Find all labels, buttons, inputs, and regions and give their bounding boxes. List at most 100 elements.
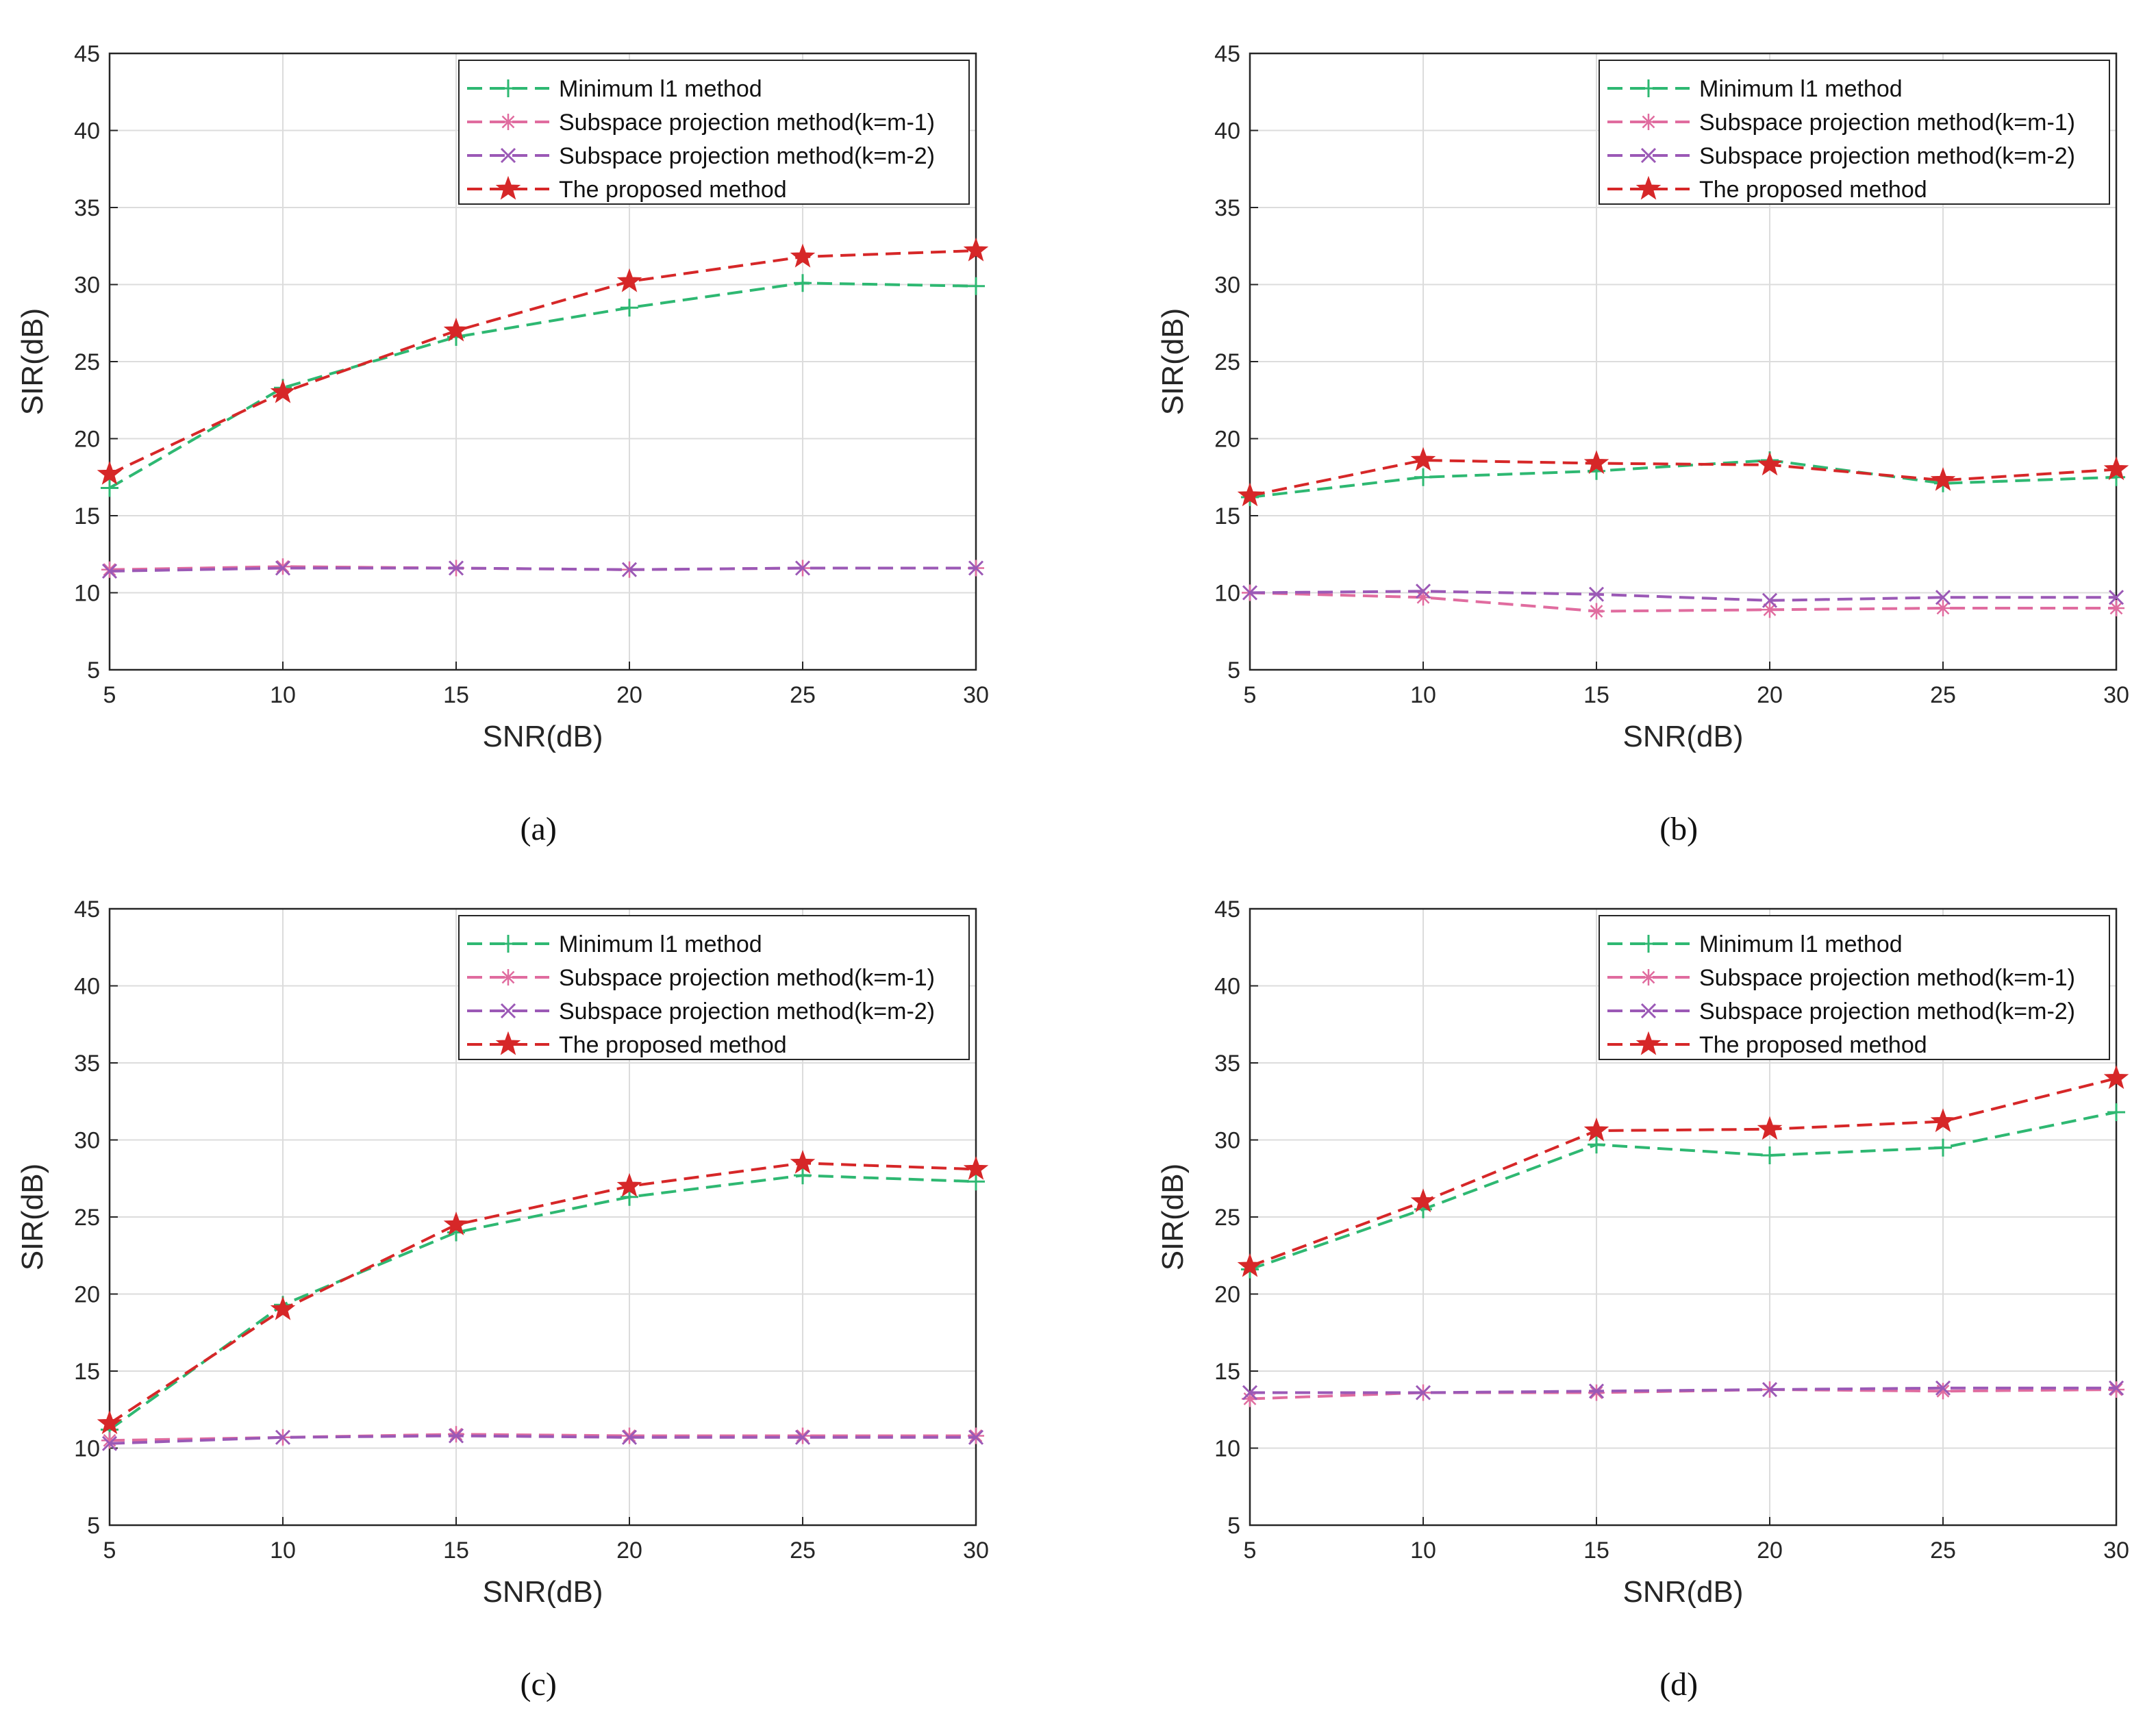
series-line-2 bbox=[1250, 1386, 2116, 1394]
data-point-s2-0 bbox=[1242, 1385, 1258, 1401]
data-point-s3-4 bbox=[790, 1150, 816, 1174]
data-point-s0-1 bbox=[1414, 468, 1432, 486]
data-point-s1-4 bbox=[1935, 1383, 1951, 1400]
legend-label-0: Minimum l1 method bbox=[559, 76, 762, 102]
data-point-s2-1 bbox=[275, 560, 291, 576]
x-axis-label: SNR(dB) bbox=[482, 1575, 603, 1609]
legend: Minimum l1 method Subspace projection met… bbox=[1599, 60, 2110, 205]
legend-label-1: Subspace projection method(k=m-1) bbox=[559, 965, 935, 991]
y-tick-label: 35 bbox=[1214, 1051, 1240, 1077]
data-point-s0-3 bbox=[621, 299, 638, 317]
y-tick-label: 40 bbox=[1214, 118, 1240, 145]
legend-label-1: Subspace projection method(k=m-1) bbox=[559, 110, 935, 136]
legend-box bbox=[458, 60, 970, 205]
y-tick-label: 45 bbox=[1214, 896, 1240, 923]
data-point-s3-1 bbox=[270, 1296, 296, 1320]
x-tick-label: 20 bbox=[1757, 682, 1783, 708]
panel-caption: (a) bbox=[521, 811, 557, 847]
x-tick-label: 5 bbox=[103, 1538, 116, 1564]
x-tick-label: 25 bbox=[790, 682, 816, 708]
legend: Minimum l1 method Subspace projection met… bbox=[458, 60, 970, 205]
data-point-s0-5 bbox=[967, 277, 985, 295]
series-line-3 bbox=[109, 249, 977, 476]
series-line-0 bbox=[108, 281, 977, 490]
data-point-s2-4 bbox=[1935, 590, 1951, 605]
legend-marker-3 bbox=[1635, 1031, 1662, 1055]
data-point-s3-2 bbox=[1583, 450, 1609, 475]
data-point-s1-0 bbox=[1242, 1390, 1258, 1407]
legend-label-2: Subspace projection method(k=m-2) bbox=[559, 999, 935, 1025]
series-line-2 bbox=[109, 566, 976, 573]
series-line-2 bbox=[109, 1434, 976, 1445]
data-point-s3-2 bbox=[443, 317, 469, 342]
data-point-s3-0 bbox=[97, 461, 123, 485]
data-point-s2-5 bbox=[968, 560, 984, 576]
data-point-s1-5 bbox=[2108, 600, 2124, 616]
x-tick-label: 30 bbox=[2103, 1538, 2129, 1564]
legend-label-2: Subspace projection method(k=m-2) bbox=[1699, 999, 2075, 1025]
y-tick-label: 30 bbox=[74, 1128, 100, 1154]
data-point-s2-4 bbox=[794, 560, 811, 576]
legend-label-3: The proposed method bbox=[559, 1032, 787, 1058]
axes-frame bbox=[108, 907, 977, 1527]
data-point-s3-1 bbox=[1410, 1188, 1436, 1213]
y-tick-label: 20 bbox=[74, 427, 100, 453]
data-point-s3-3 bbox=[1757, 451, 1783, 476]
y-tick-label: 35 bbox=[74, 1051, 100, 1077]
legend-box bbox=[1599, 915, 2110, 1060]
data-point-s3-2 bbox=[1583, 1117, 1609, 1142]
chart-panel-d: 5 10 15 20 25 30 5 10 15 20 25 30 35 40 45 SNR(dB) SIR(d… bbox=[1156, 896, 2129, 1703]
panel-caption: (c) bbox=[521, 1666, 557, 1703]
x-tick-label: 30 bbox=[2103, 682, 2129, 708]
x-tick-label: 15 bbox=[1583, 682, 1609, 708]
legend-marker-3 bbox=[1635, 175, 1662, 200]
y-tick-label: 40 bbox=[74, 118, 100, 145]
legend-label-2: Subspace projection method(k=m-2) bbox=[559, 143, 935, 169]
x-tick-label: 10 bbox=[270, 1538, 296, 1564]
data-point-s0-0 bbox=[101, 479, 118, 497]
y-tick-label: 25 bbox=[1214, 349, 1240, 375]
x-tick-label: 30 bbox=[963, 682, 989, 708]
y-tick-label: 20 bbox=[74, 1282, 100, 1308]
axes-frame bbox=[1249, 52, 2118, 671]
data-point-s3-3 bbox=[616, 268, 642, 292]
axes-frame bbox=[1249, 907, 2118, 1527]
legend-marker-1 bbox=[1640, 114, 1657, 130]
data-point-s3-0 bbox=[1237, 482, 1263, 507]
x-axis-label: SNR(dB) bbox=[1622, 720, 1743, 753]
legend-marker-0 bbox=[499, 935, 517, 953]
x-tick-label: 10 bbox=[1410, 682, 1436, 708]
y-tick-label: 25 bbox=[1214, 1205, 1240, 1231]
data-point-s3-0 bbox=[97, 1410, 123, 1435]
data-point-s2-4 bbox=[794, 1429, 811, 1445]
data-point-s1-4 bbox=[1935, 600, 1951, 616]
y-tick-label: 45 bbox=[74, 41, 100, 67]
series-line-3 bbox=[1249, 458, 2117, 497]
data-point-s2-0 bbox=[1242, 585, 1258, 601]
legend-marker-2 bbox=[1640, 147, 1657, 164]
y-tick-label: 15 bbox=[74, 1359, 100, 1385]
x-tick-label: 20 bbox=[1757, 1538, 1783, 1564]
y-tick-label: 10 bbox=[74, 581, 100, 607]
data-point-s3-1 bbox=[270, 379, 296, 403]
y-tick-label: 35 bbox=[74, 195, 100, 221]
data-point-s3-3 bbox=[616, 1172, 642, 1197]
data-point-s1-2 bbox=[448, 1426, 464, 1443]
data-point-s3-4 bbox=[1930, 1108, 1956, 1133]
data-point-s0-4 bbox=[794, 1166, 812, 1185]
data-point-s3-5 bbox=[963, 1156, 989, 1180]
data-point-s0-2 bbox=[1588, 1135, 1605, 1154]
panel-caption: (b) bbox=[1659, 811, 1698, 847]
panel-caption: (d) bbox=[1659, 1666, 1698, 1703]
data-point-s3-5 bbox=[2103, 1065, 2129, 1090]
data-point-s2-3 bbox=[621, 1429, 638, 1445]
legend-marker-0 bbox=[499, 79, 517, 97]
data-point-s3-3 bbox=[1757, 1116, 1783, 1140]
legend-label-3: The proposed method bbox=[1699, 177, 1927, 203]
data-point-s3-0 bbox=[1237, 1253, 1263, 1277]
x-tick-label: 20 bbox=[616, 682, 642, 708]
x-tick-label: 15 bbox=[443, 682, 469, 708]
data-point-s2-3 bbox=[621, 562, 638, 577]
data-point-s3-2 bbox=[443, 1212, 469, 1235]
data-point-s1-1 bbox=[1415, 589, 1431, 606]
